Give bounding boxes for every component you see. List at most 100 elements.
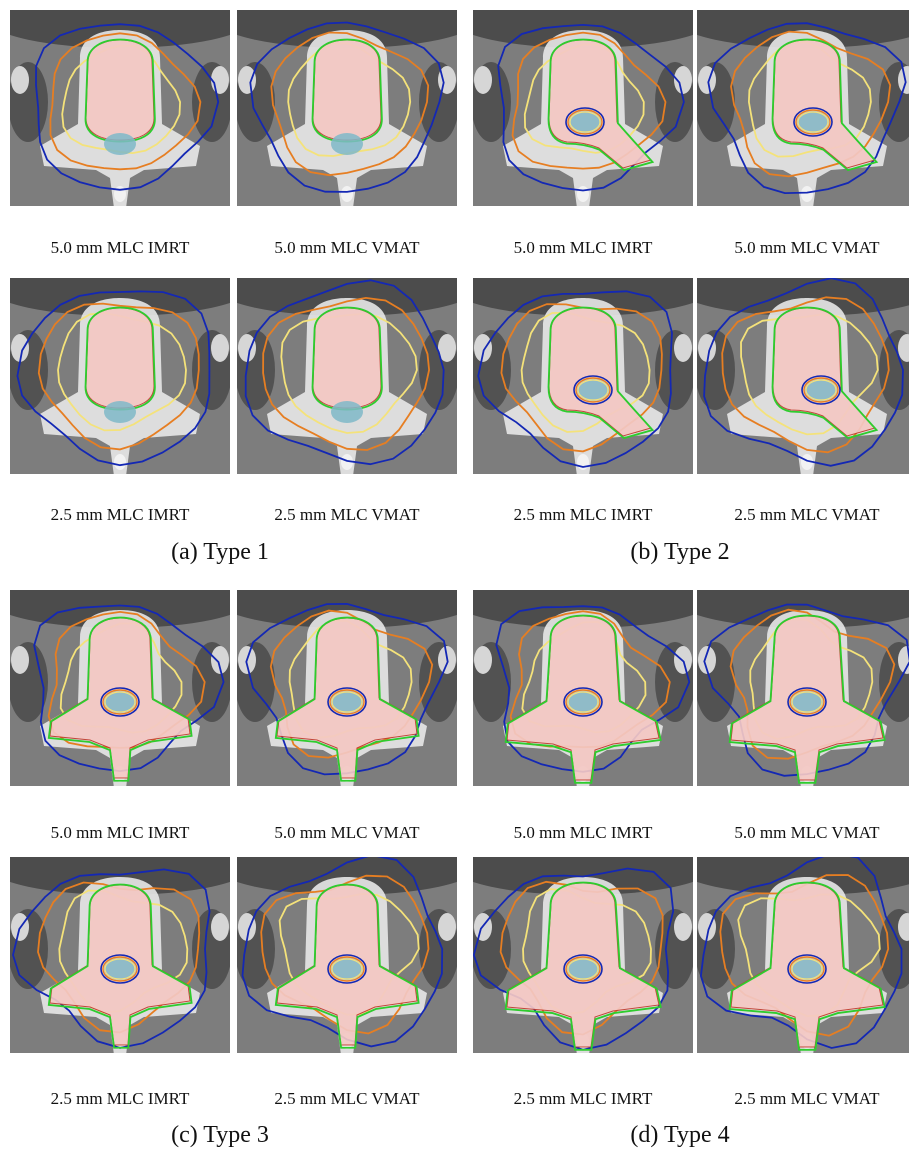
panel-label: 5.0 mm MLC VMAT xyxy=(734,238,880,257)
isodose-line xyxy=(789,956,825,982)
isodose-line xyxy=(12,868,211,1049)
rib-bone xyxy=(11,334,29,362)
spinal-cord xyxy=(104,958,136,980)
isodose-line xyxy=(47,616,193,782)
spinous-process xyxy=(341,454,353,470)
isodose-line xyxy=(504,614,662,784)
anterior-fat-band xyxy=(473,10,693,48)
rib-bone xyxy=(698,646,716,674)
ct-panel xyxy=(10,590,230,786)
ct-slice-image xyxy=(237,10,457,206)
spinal-cord xyxy=(567,691,599,713)
rib-bone xyxy=(898,66,909,94)
rib-bone xyxy=(238,334,256,362)
isodose-line xyxy=(311,306,383,411)
spinal-cord xyxy=(569,111,601,133)
isodose-line xyxy=(473,867,675,1051)
target-volume xyxy=(85,307,155,409)
spinal-cord xyxy=(331,958,363,980)
ct-slice-image xyxy=(237,590,457,786)
isodose-line xyxy=(787,687,827,717)
ct-panel xyxy=(473,10,693,206)
spinal-cord xyxy=(331,691,363,713)
isodose-line xyxy=(331,691,363,713)
spinal-cord xyxy=(331,133,363,155)
ct-slice-image xyxy=(10,10,230,206)
panel-label: 5.0 mm MLC IMRT xyxy=(50,823,190,842)
spinous-process xyxy=(801,454,813,470)
isodose-line xyxy=(547,38,655,172)
spinal-cord xyxy=(104,691,136,713)
isodose-line xyxy=(787,954,827,984)
isodose-line xyxy=(721,296,890,454)
isodose-line xyxy=(270,31,430,177)
isodose-line xyxy=(565,689,601,715)
ct-panel xyxy=(10,10,230,206)
isodose-line xyxy=(567,958,599,980)
target-volume xyxy=(312,39,382,141)
ct-panel xyxy=(10,857,230,1053)
panel-label: 5.0 mm MLC IMRT xyxy=(513,238,653,257)
isodose-line xyxy=(801,375,841,405)
rib-bone xyxy=(898,913,909,941)
isodose-line xyxy=(504,881,662,1051)
subfigure-caption: (c) Type 3 xyxy=(171,1122,269,1148)
rib-bone xyxy=(238,66,256,94)
isodose-line xyxy=(102,689,138,715)
isodose-line xyxy=(791,958,823,980)
isodose-line xyxy=(477,290,673,468)
isodose-line xyxy=(563,954,603,984)
isodose-line xyxy=(100,954,140,984)
ct-slice-image xyxy=(697,857,909,1053)
spinous-process xyxy=(577,186,589,202)
ct-panel xyxy=(473,857,693,1053)
panel-label: 2.5 mm MLC IMRT xyxy=(513,1089,653,1108)
ct-panel xyxy=(10,278,230,474)
ct-slice-image xyxy=(473,857,693,1053)
isodose-line xyxy=(805,379,837,401)
isodose-line xyxy=(795,109,831,135)
spinal-cord xyxy=(577,379,609,401)
subfigure-caption: (a) Type 1 xyxy=(171,539,269,565)
subfigure-caption: (b) Type 2 xyxy=(630,539,730,565)
panel-label: 2.5 mm MLC VMAT xyxy=(274,505,420,524)
rib-bone xyxy=(211,66,229,94)
anterior-fat-band xyxy=(10,278,230,316)
isodose-line xyxy=(104,958,136,980)
panel-label: 2.5 mm MLC IMRT xyxy=(50,1089,190,1108)
isodose-line xyxy=(249,21,445,193)
ct-panel xyxy=(237,857,457,1053)
ct-slice-image xyxy=(473,278,693,474)
anterior-fat-band xyxy=(473,590,693,628)
panel-label: 2.5 mm MLC VMAT xyxy=(734,1089,880,1108)
anterior-fat-band xyxy=(10,857,230,895)
spinal-cord xyxy=(567,958,599,980)
isodose-line xyxy=(495,605,691,773)
spinal-cord xyxy=(791,958,823,980)
spinal-cord xyxy=(805,379,837,401)
panel-label: 5.0 mm MLC IMRT xyxy=(513,823,653,842)
anterior-fat-band xyxy=(10,590,230,628)
isodose-line xyxy=(241,857,444,1048)
rib-bone xyxy=(474,334,492,362)
rib-bone xyxy=(674,913,692,941)
ct-panel xyxy=(697,857,909,1053)
isodose-line xyxy=(497,23,685,192)
ct-slice-image xyxy=(697,278,909,474)
ct-panel xyxy=(697,590,909,786)
isodose-line xyxy=(280,313,418,434)
rib-bone xyxy=(211,334,229,362)
isodose-line xyxy=(793,107,833,137)
isodose-line xyxy=(728,614,886,784)
spinal-cord xyxy=(331,401,363,423)
isodose-line xyxy=(699,857,903,1049)
isodose-line xyxy=(84,38,156,143)
isodose-line xyxy=(707,22,907,195)
isodose-line xyxy=(311,38,383,143)
panel-label: 5.0 mm MLC VMAT xyxy=(274,238,420,257)
isodose-line xyxy=(789,689,825,715)
anterior-fat-band xyxy=(473,278,693,316)
ct-slice-image xyxy=(10,278,230,474)
panel-label: 5.0 mm MLC VMAT xyxy=(734,823,880,842)
isodose-line xyxy=(329,956,365,982)
